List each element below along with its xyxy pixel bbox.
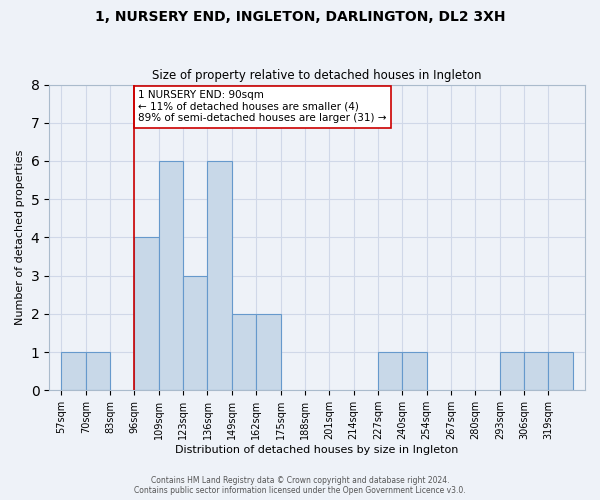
Bar	[232, 314, 256, 390]
Bar	[256, 314, 281, 390]
Bar	[86, 352, 110, 390]
Text: 1 NURSERY END: 90sqm
← 11% of detached houses are smaller (4)
89% of semi-detach: 1 NURSERY END: 90sqm ← 11% of detached h…	[138, 90, 386, 124]
Bar	[61, 352, 86, 390]
Bar	[548, 352, 573, 390]
X-axis label: Distribution of detached houses by size in Ingleton: Distribution of detached houses by size …	[175, 445, 459, 455]
Text: Contains HM Land Registry data © Crown copyright and database right 2024.
Contai: Contains HM Land Registry data © Crown c…	[134, 476, 466, 495]
Bar	[524, 352, 548, 390]
Bar	[378, 352, 403, 390]
Title: Size of property relative to detached houses in Ingleton: Size of property relative to detached ho…	[152, 69, 482, 82]
Bar	[183, 276, 208, 390]
Bar	[500, 352, 524, 390]
Bar	[403, 352, 427, 390]
Text: 1, NURSERY END, INGLETON, DARLINGTON, DL2 3XH: 1, NURSERY END, INGLETON, DARLINGTON, DL…	[95, 10, 505, 24]
Bar	[159, 161, 183, 390]
Bar	[134, 238, 159, 390]
Y-axis label: Number of detached properties: Number of detached properties	[15, 150, 25, 325]
Bar	[208, 161, 232, 390]
